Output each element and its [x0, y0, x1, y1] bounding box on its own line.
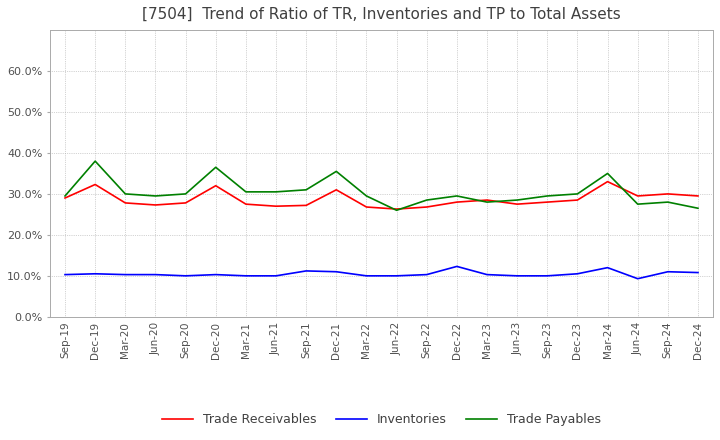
Trade Receivables: [181, 200, 190, 205]
Inventories: [60, 272, 69, 277]
Trade Payables: [453, 193, 462, 198]
Trade Payables: [181, 191, 190, 197]
Inventories: [332, 269, 341, 275]
Trade Payables: [482, 199, 491, 205]
Inventories: [543, 273, 552, 279]
Inventories: [151, 272, 160, 277]
Inventories: [513, 273, 521, 279]
Trade Payables: [603, 171, 612, 176]
Inventories: [212, 272, 220, 277]
Line: Trade Payables: Trade Payables: [65, 161, 698, 210]
Trade Payables: [362, 193, 371, 198]
Line: Trade Receivables: Trade Receivables: [65, 182, 698, 209]
Trade Receivables: [392, 206, 401, 212]
Inventories: [181, 273, 190, 279]
Trade Receivables: [212, 183, 220, 188]
Inventories: [603, 265, 612, 270]
Trade Payables: [423, 198, 431, 203]
Line: Inventories: Inventories: [65, 266, 698, 279]
Trade Receivables: [302, 203, 310, 208]
Trade Payables: [151, 193, 160, 198]
Legend: Trade Receivables, Inventories, Trade Payables: Trade Receivables, Inventories, Trade Pa…: [157, 408, 606, 431]
Inventories: [302, 268, 310, 274]
Trade Payables: [212, 165, 220, 170]
Inventories: [362, 273, 371, 279]
Trade Receivables: [543, 199, 552, 205]
Trade Receivables: [151, 202, 160, 208]
Inventories: [423, 272, 431, 277]
Trade Payables: [60, 193, 69, 198]
Trade Receivables: [423, 204, 431, 209]
Inventories: [241, 273, 250, 279]
Trade Receivables: [603, 179, 612, 184]
Inventories: [91, 271, 99, 276]
Inventories: [271, 273, 280, 279]
Inventories: [693, 270, 702, 275]
Trade Payables: [241, 189, 250, 194]
Trade Payables: [392, 208, 401, 213]
Trade Receivables: [271, 204, 280, 209]
Trade Payables: [271, 189, 280, 194]
Inventories: [392, 273, 401, 279]
Trade Payables: [91, 158, 99, 164]
Trade Payables: [693, 205, 702, 211]
Inventories: [482, 272, 491, 277]
Inventories: [121, 272, 130, 277]
Trade Receivables: [482, 198, 491, 203]
Trade Payables: [513, 198, 521, 203]
Trade Receivables: [693, 193, 702, 198]
Trade Receivables: [91, 182, 99, 187]
Trade Receivables: [664, 191, 672, 197]
Trade Payables: [664, 199, 672, 205]
Trade Receivables: [362, 204, 371, 209]
Trade Receivables: [60, 195, 69, 201]
Trade Payables: [332, 169, 341, 174]
Trade Payables: [543, 193, 552, 198]
Trade Payables: [302, 187, 310, 192]
Trade Receivables: [453, 199, 462, 205]
Trade Receivables: [241, 202, 250, 207]
Trade Receivables: [513, 202, 521, 207]
Inventories: [664, 269, 672, 275]
Trade Payables: [634, 202, 642, 207]
Inventories: [573, 271, 582, 276]
Trade Payables: [573, 191, 582, 197]
Trade Receivables: [121, 200, 130, 205]
Inventories: [453, 264, 462, 269]
Trade Payables: [121, 191, 130, 197]
Title: [7504]  Trend of Ratio of TR, Inventories and TP to Total Assets: [7504] Trend of Ratio of TR, Inventories…: [142, 7, 621, 22]
Trade Receivables: [332, 187, 341, 192]
Trade Receivables: [634, 193, 642, 198]
Trade Receivables: [573, 198, 582, 203]
Inventories: [634, 276, 642, 281]
